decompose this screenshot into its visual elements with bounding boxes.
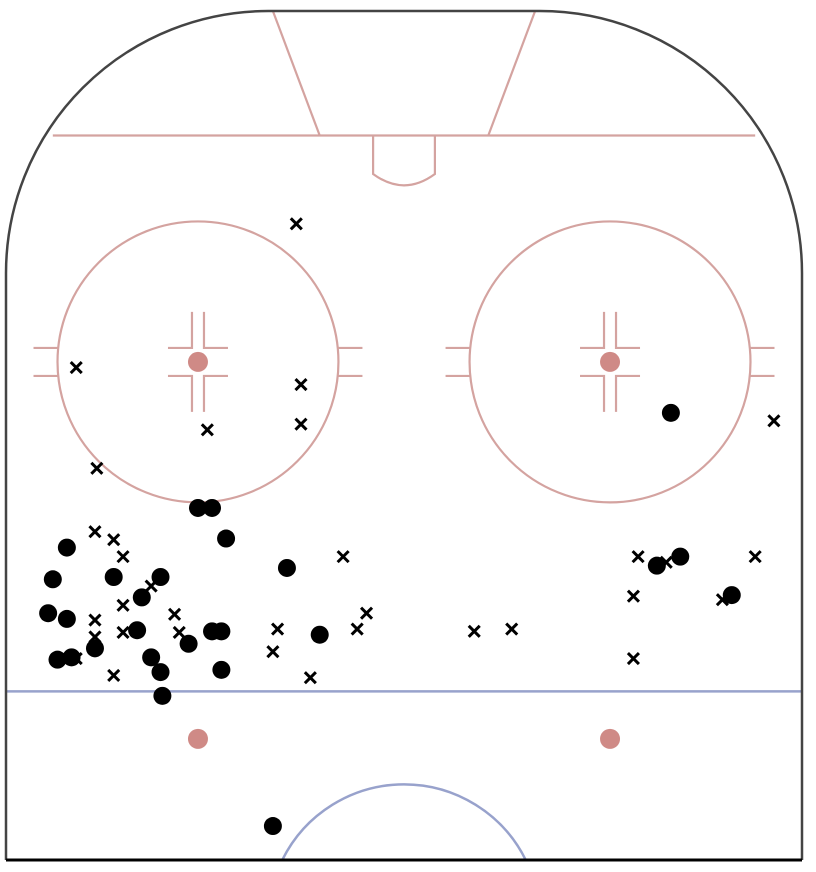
shot-x-marker [116, 625, 130, 640]
shot-x-marker [116, 550, 130, 564]
shot-dot-marker [661, 403, 680, 422]
shot-dot-marker [57, 538, 76, 557]
shot-x-marker [626, 589, 640, 603]
shot-x-marker [266, 645, 280, 659]
faceoff-circle-right [468, 220, 752, 504]
shot-x-marker [359, 606, 374, 620]
shot-dot-marker [203, 498, 222, 517]
center-ice-circle [281, 783, 527, 861]
shot-dot-marker [128, 621, 147, 640]
shot-dot-marker [43, 570, 62, 589]
shot-dot-marker [104, 568, 123, 586]
shot-dot-marker [212, 622, 231, 641]
shot-x-marker [271, 622, 285, 636]
shot-x-marker [748, 550, 762, 564]
shot-x-marker [107, 668, 121, 683]
shot-x-marker [116, 598, 130, 612]
shot-x-marker [336, 550, 350, 564]
shot-x-marker [200, 423, 214, 437]
shot-markers [39, 217, 781, 836]
shot-dot-marker [310, 625, 329, 644]
faceoff-hashmarks-left [33, 311, 363, 412]
shot-x-marker [626, 651, 640, 666]
goal-crease [371, 135, 437, 187]
shot-dot-marker [722, 586, 741, 605]
shot-x-marker [467, 624, 481, 638]
shot-dot-marker [62, 648, 81, 667]
faceoff-dot-right [600, 351, 621, 372]
shot-x-marker [294, 377, 308, 392]
shot-dot-marker [151, 568, 170, 586]
shot-dot-marker [277, 558, 296, 577]
shot-dot-marker [57, 609, 76, 628]
shot-dot-marker [179, 634, 198, 653]
shot-x-marker [168, 607, 182, 621]
rink-markings [4, 9, 804, 862]
trapezoid-left-line [271, 10, 321, 136]
boards [4, 9, 804, 860]
shot-dot-marker [85, 639, 104, 658]
shot-x-marker [172, 625, 186, 640]
neutral-dot-right [600, 728, 621, 749]
shot-dot-marker [217, 529, 236, 548]
trapezoid-right-line [487, 10, 537, 136]
shot-x-marker [303, 671, 317, 685]
shot-dot-marker [153, 686, 172, 705]
shot-x-marker [505, 622, 519, 636]
shot-dot-marker [132, 588, 151, 607]
shot-dot-marker [647, 556, 666, 575]
shot-x-marker [90, 461, 104, 475]
shot-dot-marker [212, 660, 231, 679]
shot-x-marker [631, 550, 645, 564]
shot-dot-marker [151, 663, 170, 682]
shot-x-marker [350, 622, 364, 636]
shot-x-marker [294, 417, 308, 431]
shot-dot-marker [48, 650, 67, 669]
faceoff-dot-left [187, 351, 208, 372]
faceoff-hashmarks-right [445, 311, 775, 412]
shot-x-marker [767, 414, 781, 428]
shot-dot-marker [263, 817, 282, 836]
shot-dot-marker [142, 648, 161, 667]
shot-x-marker [88, 613, 102, 627]
shot-x-marker [107, 533, 121, 547]
shot-dot-marker [39, 604, 58, 623]
neutral-dot-left [187, 728, 208, 749]
shot-dot-marker [188, 498, 207, 517]
shot-dot-marker [671, 547, 690, 566]
shot-x-marker [69, 361, 83, 375]
shot-x-marker [88, 525, 102, 539]
shot-x-marker [289, 217, 303, 231]
